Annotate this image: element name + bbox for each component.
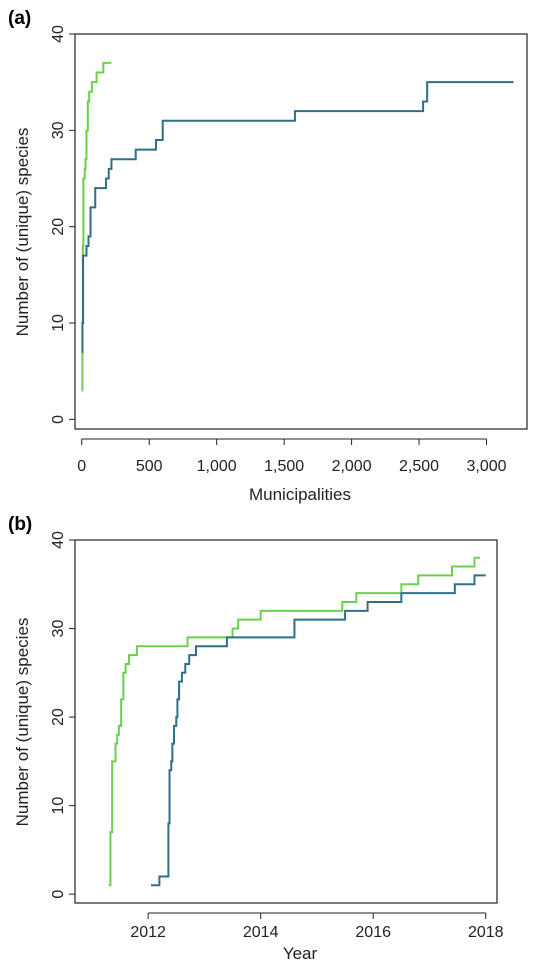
panel-a-x-tick-label: 500 — [136, 458, 163, 475]
panel-b-y-axis-title: Number of (unique) species — [13, 618, 32, 827]
panel-a: (a) 0 10 20 30 40 0 500 1,000 1,500 2,000 2,500 3,… — [8, 8, 528, 504]
panel-a-y-tick-label: 30 — [50, 121, 67, 139]
panel-a-label: (a) — [8, 8, 31, 29]
panel-b-x-axis: 2012 2014 2016 2018 — [130, 912, 504, 941]
panel-b-y-tick-label: 30 — [50, 620, 67, 638]
panel-a-x-tick-label: 1,000 — [197, 458, 237, 475]
panel-b-series-group — [108, 556, 486, 887]
panel-b-series-line-1 — [108, 556, 481, 887]
panel-b-series-line-2 — [150, 574, 486, 887]
panel-a-x-axis: 0 500 1,000 1,500 2,000 2,500 3,000 — [77, 438, 507, 475]
panel-b-x-tick-label: 2014 — [243, 924, 279, 941]
panel-a-y-tick-label: 0 — [50, 415, 67, 424]
panel-a-y-tick-label: 20 — [50, 218, 67, 236]
panel-a-series-line-1 — [81, 61, 112, 392]
panel-b-y-tick-label: 40 — [50, 531, 67, 549]
panel-a-x-tick-label: 3,000 — [466, 458, 506, 475]
panel-a-x-tick-label: 0 — [77, 458, 86, 475]
panel-a-x-tick-label: 2,500 — [399, 458, 439, 475]
panel-b-x-axis-title: Year — [283, 944, 318, 963]
panel-a-x-axis-title: Municipalities — [249, 485, 351, 504]
panel-a-x-tick-label: 1,500 — [264, 458, 304, 475]
panel-b-y-tick-label: 0 — [50, 890, 67, 899]
panel-b: (b) 0 10 20 30 40 2012 2014 2016 2018 Number of… — [8, 514, 504, 963]
panel-b-y-axis: 0 10 20 30 40 — [50, 531, 75, 899]
panel-a-y-tick-label: 10 — [50, 314, 67, 332]
panel-a-series-line-2 — [81, 81, 514, 353]
panel-b-y-tick-label: 20 — [50, 708, 67, 726]
panel-b-x-tick-label: 2012 — [130, 924, 166, 941]
panel-a-y-axis: 0 10 20 30 40 — [50, 25, 75, 424]
panel-a-plot-frame — [74, 33, 528, 430]
panel-a-x-tick-label: 2,000 — [332, 458, 372, 475]
panel-a-y-axis-title: Number of (unique) species — [13, 128, 32, 337]
panel-b-x-tick-label: 2018 — [468, 924, 504, 941]
panel-b-plot-frame — [74, 539, 498, 904]
panel-a-series-group — [81, 61, 514, 392]
panel-b-label: (b) — [8, 514, 32, 535]
panel-b-y-tick-label: 10 — [50, 797, 67, 815]
panel-b-x-tick-label: 2016 — [355, 924, 391, 941]
panel-a-y-tick-label: 40 — [50, 25, 67, 43]
